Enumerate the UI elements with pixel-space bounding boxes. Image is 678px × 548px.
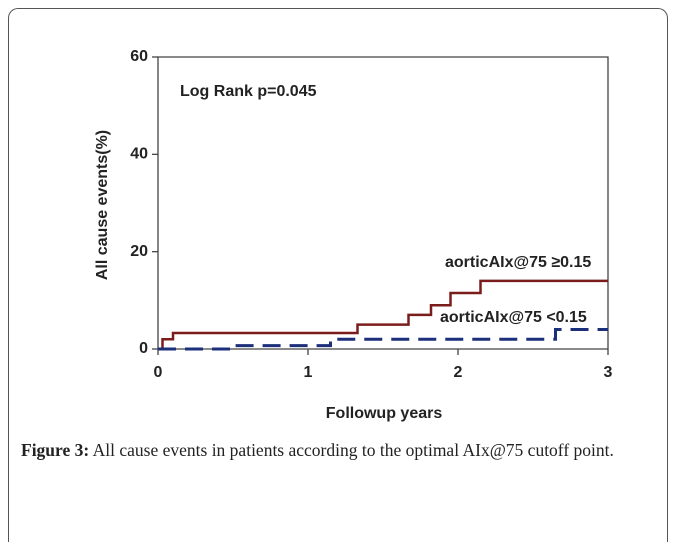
x-tick-label: 3 bbox=[604, 364, 613, 381]
chart: Log Rank p=0.045 Followup years All caus… bbox=[94, 48, 613, 422]
y-tick-label: 60 bbox=[130, 48, 148, 65]
x-tick-label: 0 bbox=[154, 364, 163, 381]
series-label: aorticAIx@75 ≥0.15 bbox=[445, 254, 591, 271]
x-axis-label: Followup years bbox=[326, 405, 443, 422]
x-tick-label: 2 bbox=[454, 364, 463, 381]
series-label: aorticAIx@75 <0.15 bbox=[440, 309, 587, 326]
caption: Figure 3: All cause events in patients a… bbox=[21, 436, 657, 465]
y-tick-label: 40 bbox=[130, 146, 148, 163]
caption-text: All cause events in patients according t… bbox=[92, 440, 614, 460]
y-axis-label: All cause events(%) bbox=[94, 130, 111, 280]
y-tick-label: 20 bbox=[130, 243, 148, 260]
km-curve bbox=[158, 328, 608, 351]
figure-frame bbox=[8, 8, 668, 542]
y-tick-label: 0 bbox=[139, 340, 148, 357]
caption-label: Figure 3: bbox=[21, 440, 90, 460]
x-tick-label: 1 bbox=[304, 364, 313, 381]
plot-frame bbox=[157, 56, 609, 350]
km-curve bbox=[158, 279, 608, 351]
annotation: Log Rank p=0.045 bbox=[180, 83, 317, 100]
